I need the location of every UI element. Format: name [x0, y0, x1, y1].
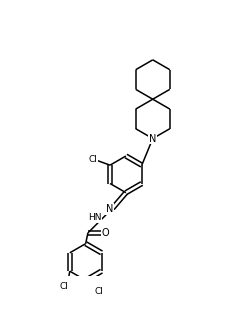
- Text: HN: HN: [88, 214, 101, 222]
- Text: Cl: Cl: [88, 155, 97, 164]
- Text: N: N: [149, 134, 156, 143]
- Text: Cl: Cl: [94, 287, 103, 296]
- Text: O: O: [101, 228, 109, 238]
- Text: N: N: [106, 204, 113, 214]
- Text: Cl: Cl: [59, 282, 68, 291]
